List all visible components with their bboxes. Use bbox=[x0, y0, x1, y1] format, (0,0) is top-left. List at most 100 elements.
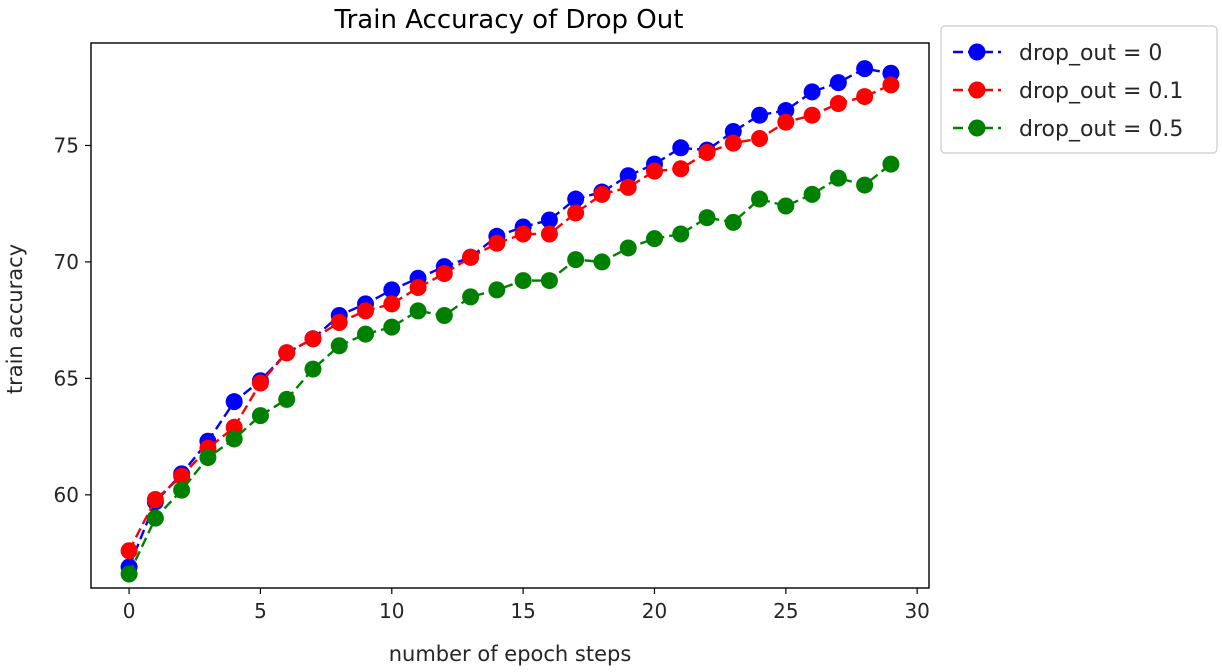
data-point bbox=[856, 88, 874, 106]
x-tick-label: 30 bbox=[904, 599, 929, 623]
data-point bbox=[409, 279, 427, 297]
data-point bbox=[882, 64, 900, 82]
legend-label: drop_out = 0 bbox=[1019, 41, 1162, 66]
data-point bbox=[304, 330, 322, 348]
x-axis: 0 5 10 15 20 25 30 bbox=[123, 588, 930, 623]
data-point bbox=[251, 407, 269, 425]
data-point bbox=[829, 169, 847, 187]
data-point bbox=[304, 360, 322, 378]
data-point bbox=[567, 190, 585, 208]
x-tick-label: 10 bbox=[379, 599, 404, 623]
data-point bbox=[435, 307, 453, 324]
data-point bbox=[619, 167, 637, 185]
data-point bbox=[829, 74, 847, 92]
data-point bbox=[540, 211, 558, 229]
data-point bbox=[724, 123, 742, 141]
x-tick-label: 15 bbox=[510, 599, 535, 623]
data-point bbox=[199, 449, 217, 467]
y-tick-label: 75 bbox=[54, 133, 79, 157]
legend: drop_out = 0 drop_out = 0.1 drop_out = 0.5 bbox=[940, 25, 1218, 154]
data-point bbox=[383, 318, 401, 336]
y-tick-label: 70 bbox=[54, 250, 79, 274]
data-point bbox=[278, 390, 296, 408]
legend-item: drop_out = 0.5 bbox=[953, 117, 1183, 142]
y-axis-label: train accuracy bbox=[3, 244, 27, 394]
data-point bbox=[672, 160, 690, 178]
x-axis-label: number of epoch steps bbox=[389, 642, 632, 666]
data-point bbox=[383, 281, 401, 299]
data-point bbox=[803, 106, 821, 124]
data-point bbox=[462, 288, 480, 306]
data-point bbox=[488, 234, 506, 252]
data-point bbox=[882, 155, 900, 173]
x-tick-label: 25 bbox=[773, 599, 798, 623]
data-point bbox=[173, 467, 191, 485]
data-point bbox=[803, 185, 821, 203]
y-axis: 60 65 70 75 bbox=[54, 133, 91, 507]
data-point bbox=[409, 302, 427, 320]
y-tick-label: 60 bbox=[54, 483, 79, 507]
data-point bbox=[540, 225, 558, 243]
legend-swatch-marker bbox=[968, 81, 986, 99]
data-point bbox=[146, 509, 164, 527]
chart-title: Train Accuracy of Drop Out bbox=[334, 5, 684, 35]
legend-swatch-marker bbox=[968, 119, 986, 137]
data-point bbox=[225, 418, 243, 436]
data-point bbox=[146, 490, 164, 508]
data-point bbox=[777, 102, 795, 120]
data-point bbox=[330, 313, 348, 331]
plot-frame bbox=[90, 42, 930, 589]
series-line bbox=[127, 67, 892, 568]
data-point bbox=[251, 374, 269, 392]
legend-swatch-marker bbox=[968, 43, 986, 61]
data-point bbox=[698, 209, 716, 227]
y-tick-label: 65 bbox=[54, 366, 79, 390]
data-point bbox=[829, 95, 847, 113]
data-point bbox=[724, 134, 742, 152]
series-layer bbox=[120, 60, 900, 583]
data-point bbox=[357, 325, 375, 343]
data-point bbox=[672, 139, 690, 157]
data-point bbox=[593, 185, 611, 203]
data-point bbox=[173, 481, 191, 499]
data-point bbox=[856, 176, 874, 194]
data-point bbox=[882, 76, 900, 94]
legend-label: drop_out = 0.5 bbox=[1019, 117, 1183, 142]
data-point bbox=[514, 225, 532, 243]
data-point bbox=[435, 265, 453, 283]
data-point bbox=[540, 272, 558, 290]
data-point bbox=[777, 197, 795, 215]
data-point bbox=[383, 295, 401, 313]
data-point bbox=[672, 225, 690, 243]
data-point bbox=[120, 542, 138, 560]
legend-item: drop_out = 0.1 bbox=[953, 79, 1183, 104]
data-point bbox=[777, 113, 795, 131]
data-point bbox=[619, 239, 637, 257]
data-point bbox=[593, 253, 611, 271]
data-point bbox=[567, 204, 585, 222]
data-point bbox=[488, 281, 506, 299]
data-point bbox=[724, 213, 742, 231]
series-1 bbox=[120, 76, 900, 560]
data-point bbox=[514, 272, 532, 290]
data-point bbox=[462, 248, 480, 266]
data-point bbox=[330, 337, 348, 355]
data-point bbox=[225, 430, 243, 448]
series-2 bbox=[120, 155, 900, 583]
legend-label: drop_out = 0.1 bbox=[1019, 79, 1183, 104]
data-point bbox=[225, 393, 243, 411]
data-point bbox=[803, 83, 821, 101]
x-tick-label: 0 bbox=[123, 599, 136, 623]
data-point bbox=[645, 162, 663, 180]
data-point bbox=[698, 143, 716, 161]
data-point bbox=[751, 190, 769, 208]
series-line bbox=[128, 83, 892, 552]
data-point bbox=[567, 251, 585, 269]
series-0 bbox=[120, 60, 900, 576]
data-point bbox=[856, 60, 874, 78]
data-point bbox=[120, 565, 138, 583]
series-line bbox=[128, 163, 892, 575]
data-point bbox=[278, 344, 296, 362]
x-tick-label: 5 bbox=[254, 599, 267, 623]
